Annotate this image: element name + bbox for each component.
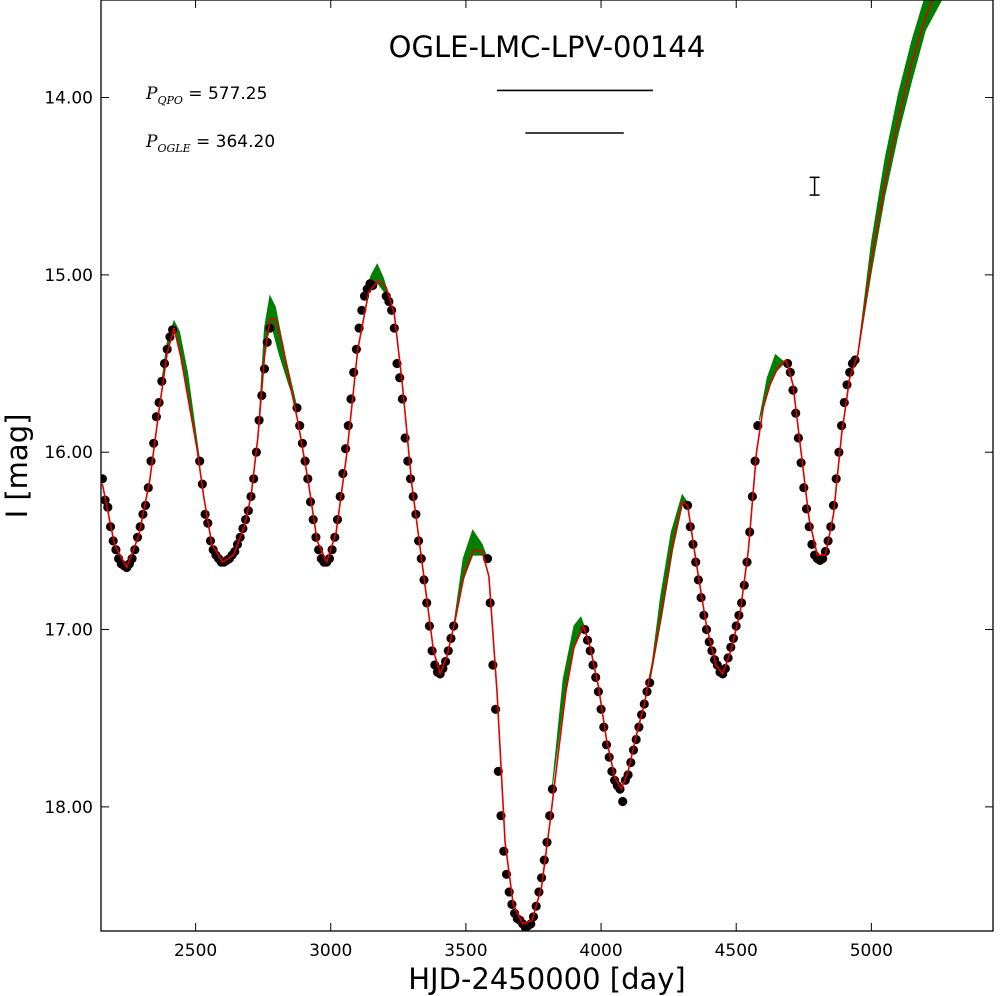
data-point: [618, 796, 628, 807]
data-point: [397, 394, 408, 404]
p-qpo-label: PQPO = 577.25: [145, 84, 267, 107]
x-tick-label: 4500: [715, 941, 758, 961]
x-tick-label: 4000: [579, 941, 622, 961]
x-axis-label: HJD-2450000 [day]: [408, 962, 686, 996]
data-point: [357, 305, 367, 315]
data-point: [351, 344, 362, 354]
plot-frame: [100, 0, 994, 932]
y-axis-label: I [mag]: [0, 414, 34, 519]
data-point: [151, 412, 161, 422]
data-point: [346, 394, 356, 404]
data-point: [265, 323, 275, 333]
data-point: [146, 456, 156, 466]
model-line: [101, 0, 933, 925]
band-segment-8: [857, 0, 943, 355]
chart-title: OGLE-LMC-LPV-00144: [389, 30, 706, 64]
annotations: OGLE-LMC-LPV-00144 PQPO = 577.25 POGLE =…: [145, 30, 820, 196]
y-tick-label: 15.00: [44, 266, 93, 286]
x-axis: 2500 3000 3500 4000 4500 5000: [174, 0, 893, 961]
model-uncertainty-band: [161, 0, 943, 786]
data-point: [341, 444, 351, 454]
plot-area: [101, 0, 943, 931]
model-curve: [101, 0, 933, 925]
y-tick-label: 16.00: [44, 443, 93, 463]
data-point: [796, 458, 806, 468]
x-tick-label: 3500: [444, 941, 487, 961]
typical-error-bar: [809, 176, 820, 196]
x-tick-label: 5000: [850, 941, 893, 961]
y-tick-label: 18.00: [44, 798, 93, 818]
x-tick-label: 2500: [174, 941, 217, 961]
data-point: [157, 376, 167, 386]
y-tick-label: 14.00: [44, 89, 93, 109]
data-point: [547, 784, 558, 794]
y-axis: 14.00 15.00 16.00 17.00 18.00: [44, 89, 993, 818]
data-point: [200, 509, 210, 519]
data-point: [343, 421, 353, 431]
data-point: [101, 474, 107, 484]
data-point: [338, 468, 348, 479]
band-segment-6: [649, 493, 688, 683]
data-point: [349, 367, 359, 378]
data-point: [389, 323, 399, 333]
p-ogle-label: POGLE = 364.20: [145, 132, 275, 155]
y-tick-label: 17.00: [44, 621, 93, 641]
data-points: [101, 279, 860, 931]
band-segment-4: [453, 529, 489, 627]
band-segment-1: [161, 319, 201, 462]
data-point: [842, 380, 852, 390]
data-point: [801, 504, 812, 514]
x-tick-label: 3000: [309, 941, 352, 961]
data-point: [403, 456, 413, 466]
data-point: [836, 421, 847, 431]
data-point: [799, 483, 809, 493]
